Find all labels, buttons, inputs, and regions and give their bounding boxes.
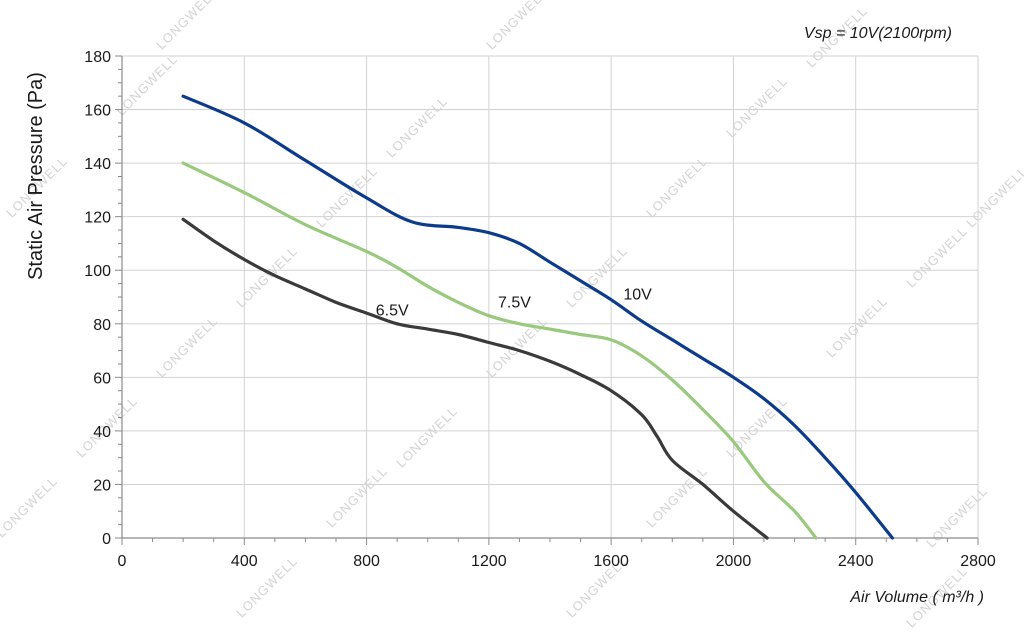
watermark-text: LONGWELL (0, 473, 60, 540)
watermark-text: LONGWELL (903, 223, 970, 290)
x-tick-label: 0 (118, 553, 127, 570)
watermark-text: LONGWELL (383, 93, 450, 160)
y-tick-label: 180 (84, 49, 111, 66)
x-tick-label: 2400 (838, 553, 874, 570)
y-axis-label: Static Air Pressure (Pa) (25, 72, 47, 280)
x-tick-label: 2800 (960, 553, 996, 570)
watermark-text: LONGWELL (923, 483, 990, 550)
y-tick-label: 120 (84, 210, 111, 227)
watermark-text: LONGWELL (393, 403, 460, 470)
series-line-7-5vv (181, 161, 818, 540)
y-tick-label: 40 (93, 424, 111, 441)
watermark-text: LONGWELL (483, 0, 550, 52)
series-label: 7.5V (498, 295, 531, 312)
x-tick-label: 400 (231, 553, 258, 570)
x-tick-label: 1200 (471, 553, 507, 570)
series-label: 10V (623, 287, 652, 304)
y-tick-label: 20 (93, 477, 111, 494)
y-tick-label: 140 (84, 156, 111, 173)
series-labels: 6.5V 7.5V 10V (376, 287, 652, 320)
grid (122, 55, 979, 538)
x-tick-label: 800 (353, 553, 380, 570)
series-label: 6.5V (376, 303, 409, 320)
axes: 0 400 800 1200 1600 2000 2400 2800 0 20 40 60 80 100 1… (84, 49, 996, 570)
x-tick-label: 1600 (593, 553, 629, 570)
series-layer (181, 94, 894, 540)
series-line-6-5vv (181, 217, 769, 540)
y-tick-label: 60 (93, 370, 111, 387)
y-tick-label: 80 (93, 317, 111, 334)
x-tick-label: 2000 (716, 553, 752, 570)
y-tick-label: 100 (84, 263, 111, 280)
watermark-text: LONGWELL (233, 243, 300, 310)
y-tick-label: 0 (102, 531, 111, 548)
speed-annotation: Vsp = 10V(2100rpm) (804, 25, 952, 42)
series-line-10vv (181, 94, 894, 540)
watermark-text: LONGWELL (153, 0, 220, 52)
watermark-text: LONGWELL (153, 313, 220, 380)
watermark-text: LONGWELL (823, 293, 890, 360)
x-axis-label: Air Volume ( m³/h ) (849, 589, 984, 606)
watermark-text: LONGWELL (963, 163, 1024, 230)
watermark-text: LONGWELL (323, 463, 390, 530)
watermark-text: LONGWELL (113, 51, 180, 118)
watermark-text: LONGWELL (643, 463, 710, 530)
y-tick-label: 160 (84, 103, 111, 120)
